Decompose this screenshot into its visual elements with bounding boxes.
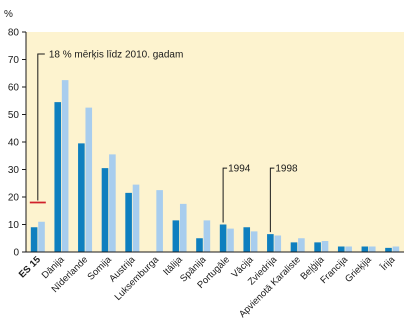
y-tick-label: 20 (8, 193, 20, 204)
bar-1998-11 (298, 238, 305, 252)
series-label-leader (222, 167, 228, 223)
y-axis-unit-label: % (4, 9, 13, 20)
bar-1994-14 (361, 246, 369, 252)
y-tick-label: 40 (8, 138, 20, 149)
bar-1994-9 (243, 227, 251, 252)
bar-1998-6 (179, 203, 187, 252)
bar-1998-7 (203, 220, 211, 252)
bar-1994-2 (78, 143, 85, 252)
y-tick-label: 30 (8, 165, 20, 176)
category-label: ES 15 (17, 254, 44, 281)
y-tick-label: 0 (13, 248, 19, 259)
bar-1994-4 (125, 192, 132, 252)
bar-1998-2 (85, 107, 93, 252)
category-label: Grieķija (343, 254, 374, 285)
target-leader-line (37, 53, 45, 201)
series-label-1998: 1998 (275, 164, 298, 175)
bar-1994-15 (385, 247, 392, 252)
bar-1994-3 (101, 168, 109, 252)
target-label: 18 % mērķis līdz 2010. gadam (49, 50, 184, 61)
bar-1994-13 (337, 246, 345, 252)
bar-1994-10 (267, 234, 274, 252)
y-tick-labels: 0 10 20 30 40 50 60 70 80 (8, 28, 20, 259)
x-category-labels: ES 15DānijaNīderlandeSomijaAustrijaLukse… (17, 254, 398, 320)
bar-1994-11 (290, 242, 298, 252)
y-tick-label: 60 (8, 83, 20, 94)
y-tick-label: 10 (8, 220, 20, 231)
y-tick-marks (22, 31, 26, 253)
bar-1998-13 (345, 246, 352, 252)
bars (30, 80, 400, 252)
bar-1998-1 (61, 80, 69, 252)
bar-1994-7 (196, 238, 203, 252)
bar-1994-12 (314, 242, 321, 252)
bar-1998-12 (321, 241, 329, 252)
bar-1998-0 (38, 221, 45, 252)
bar-1994-6 (172, 220, 180, 252)
y-tick-label: 50 (8, 110, 20, 121)
bar-1998-5 (156, 190, 163, 252)
y-tick-label: 70 (8, 55, 20, 66)
series-label-leader (269, 167, 275, 233)
bar-1998-9 (250, 231, 258, 252)
axes (25, 32, 404, 253)
y-tick-label: 80 (8, 28, 20, 39)
category-label: Īrija (379, 254, 398, 273)
bar-1994-8 (219, 224, 227, 252)
series-label-1994: 1994 (228, 164, 251, 175)
category-label: Francija (318, 254, 350, 286)
bar-1998-15 (392, 246, 400, 252)
bar-1998-8 (227, 228, 234, 252)
bar-1994-1 (54, 102, 62, 252)
bar-1998-10 (274, 235, 282, 252)
bar-1998-3 (109, 154, 116, 252)
bar-1998-14 (368, 246, 376, 252)
bar-1994-0 (30, 227, 38, 252)
bar-1998-4 (132, 184, 140, 252)
annotations: 18 % mērķis līdz 2010. gadam 1994 1998 (29, 50, 298, 233)
